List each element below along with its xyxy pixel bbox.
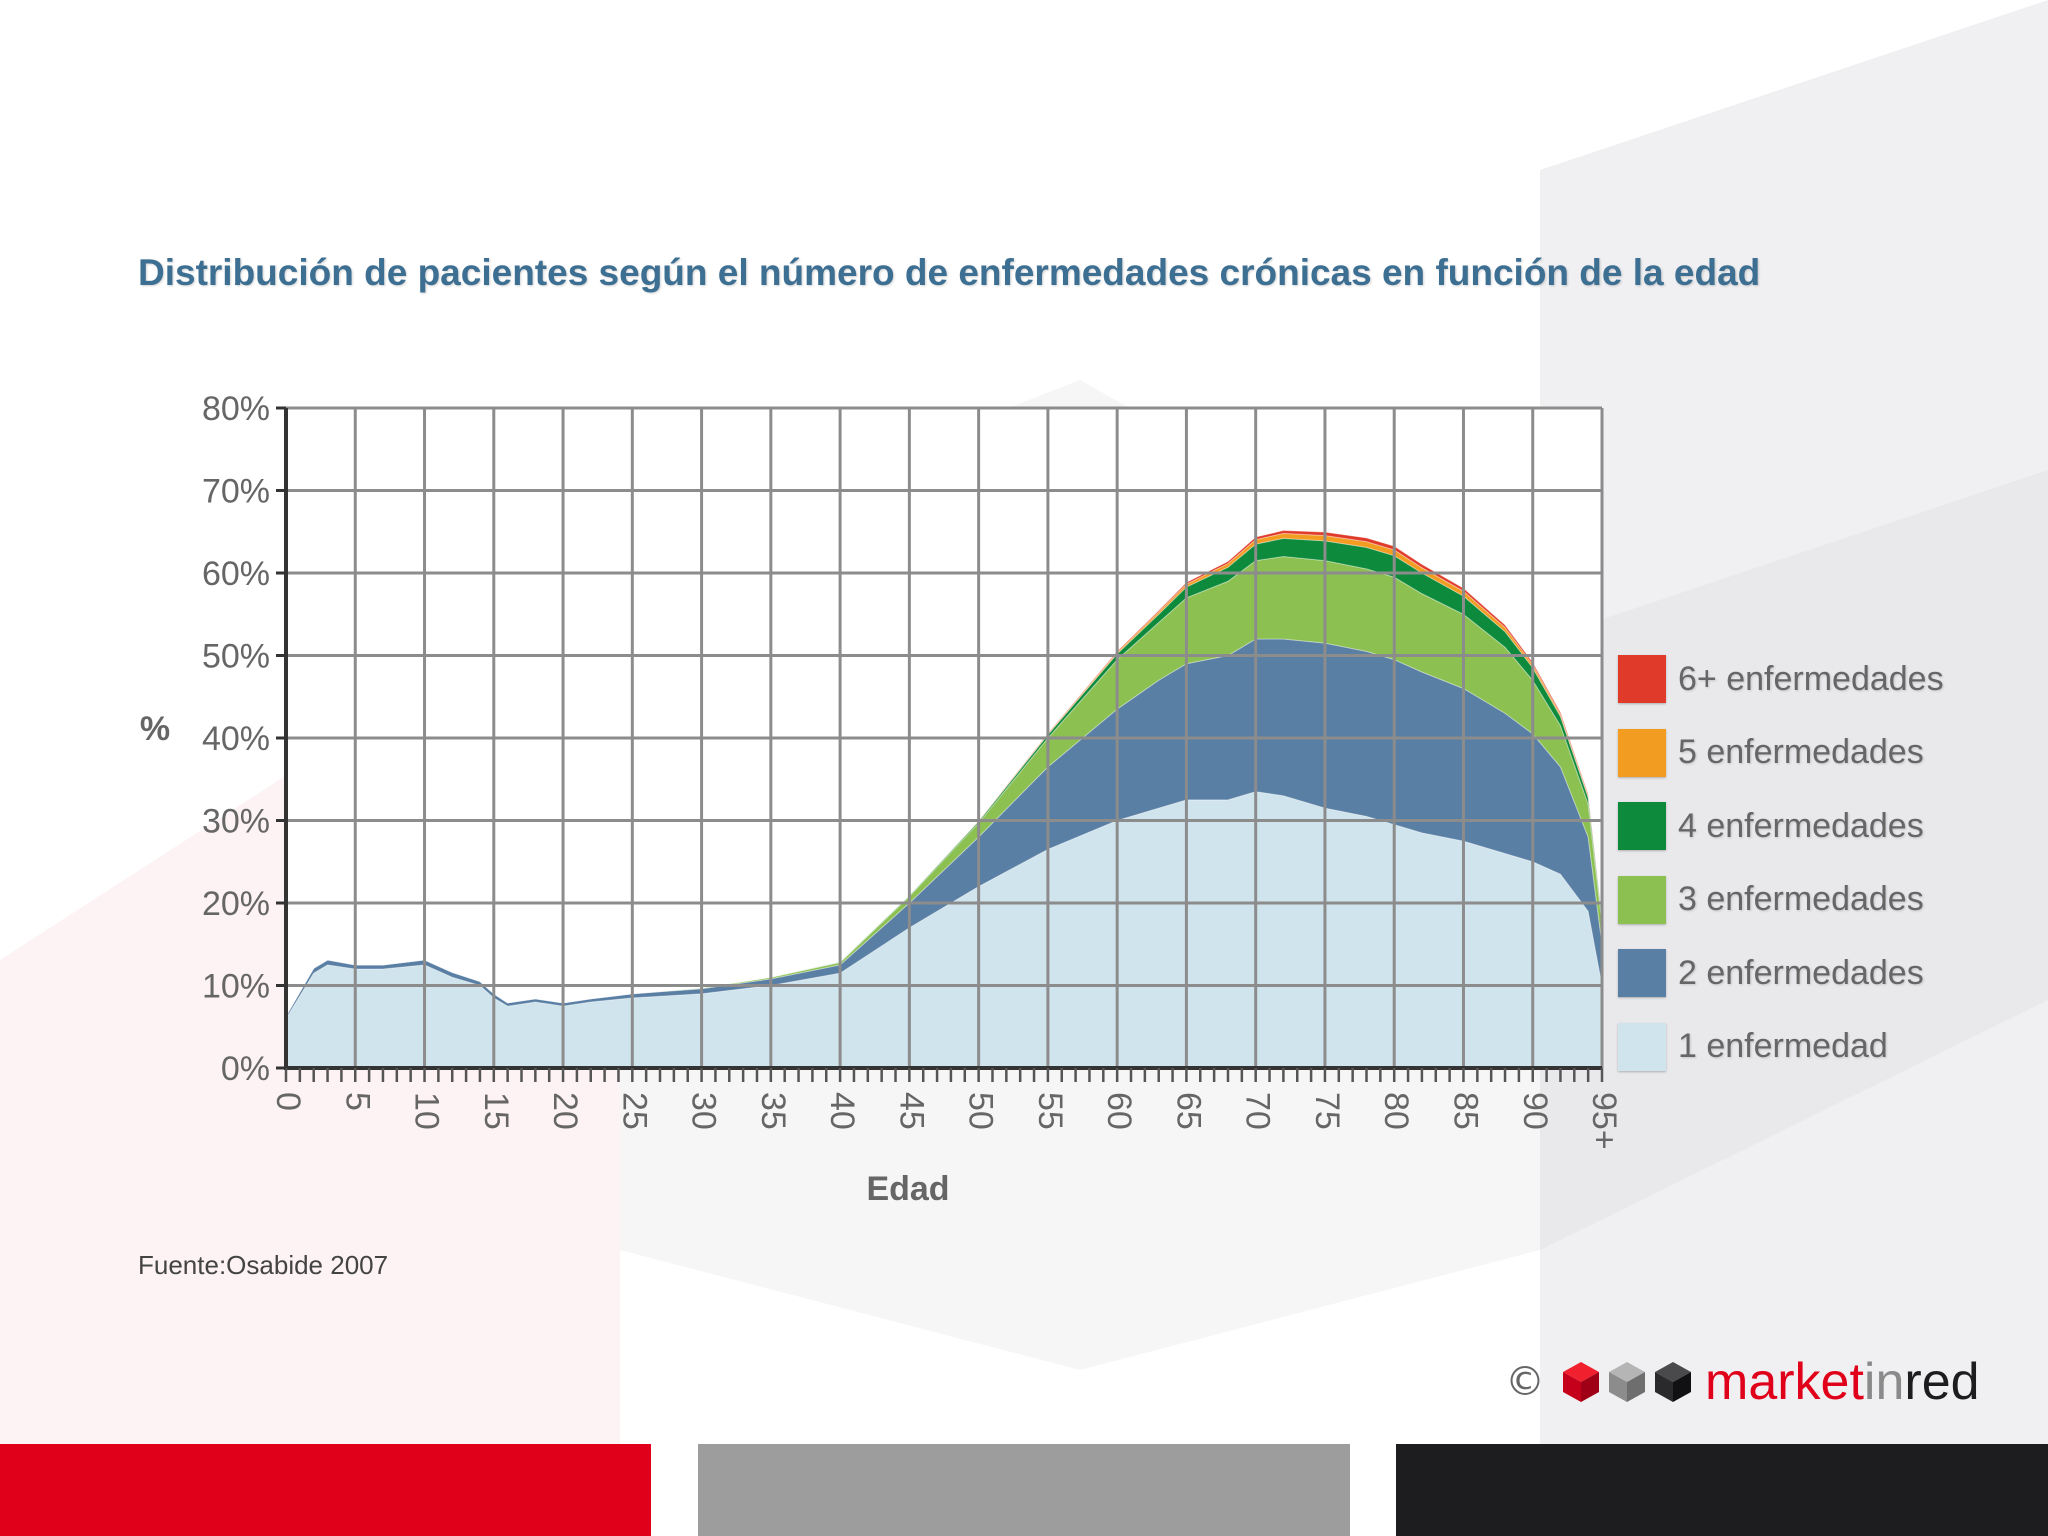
- x-tick-label: 35: [754, 1092, 792, 1130]
- dark-cube-icon: [1655, 1362, 1691, 1402]
- x-tick-label: 70: [1239, 1092, 1277, 1130]
- x-tick-label: 0: [269, 1092, 307, 1111]
- legend-swatch: [1618, 802, 1666, 850]
- x-tick-label: 65: [1169, 1092, 1207, 1130]
- x-tick-label: 90: [1516, 1092, 1554, 1130]
- legend-label: 1 enfermedad: [1678, 1027, 1888, 1065]
- x-tick-label: 40: [823, 1092, 861, 1130]
- y-tick-label: 80%: [202, 390, 270, 428]
- footer-bar-dark: [1396, 1444, 2048, 1536]
- legend-label: 2 enfermedades: [1678, 953, 1924, 992]
- x-tick-label: 75: [1308, 1092, 1346, 1130]
- x-tick-label: 45: [892, 1092, 930, 1130]
- x-tick-label: 60: [1100, 1092, 1138, 1130]
- legend-swatch: [1618, 1022, 1666, 1071]
- x-tick-label: 95+: [1585, 1092, 1623, 1150]
- legend-label: 6+ enfermedades: [1678, 659, 1944, 698]
- x-tick-label: 30: [685, 1092, 723, 1130]
- legend-item: 3 enfermedades: [1618, 875, 1944, 924]
- legend-swatch: [1618, 655, 1666, 703]
- legend-label: 3 enfermedades: [1678, 880, 1924, 918]
- footer-bar-gray: [698, 1444, 1350, 1536]
- x-tick-label: 85: [1446, 1092, 1484, 1130]
- legend-item: 6+ enfermedades: [1618, 655, 1944, 703]
- brand-name: marketinred: [1705, 1352, 1980, 1412]
- legend-swatch: [1618, 949, 1666, 997]
- chart-labels: 0% 10% 20% 30% 40% 50% 60% 70% 80% 0 5 10 15 20 25 30 35…: [140, 390, 1623, 1208]
- x-tick-label: 25: [615, 1092, 653, 1130]
- legend-swatch: [1618, 728, 1666, 777]
- y-tick-label: 50%: [202, 638, 270, 676]
- x-tick-label: 20: [546, 1092, 584, 1130]
- legend-item: 4 enfermedades: [1618, 802, 1944, 850]
- copyright-symbol: ©: [1505, 1359, 1545, 1405]
- legend-item: 5 enfermedades: [1618, 728, 1944, 777]
- source-note: Fuente:Osabide 2007: [138, 1250, 389, 1280]
- brand-name-red: red: [1904, 1353, 1980, 1411]
- x-tick-label: 5: [338, 1092, 376, 1111]
- x-tick-label: 80: [1377, 1092, 1415, 1130]
- legend-item: 1 enfermedad: [1618, 1022, 1944, 1071]
- brand-logo: © marketinred: [1505, 1352, 1980, 1412]
- red-cube-icon: [1563, 1362, 1599, 1402]
- legend-swatch: [1618, 875, 1666, 924]
- y-tick-label: 70%: [202, 473, 270, 511]
- y-tick-label: 20%: [202, 885, 270, 923]
- brand-name-market: market: [1705, 1353, 1864, 1411]
- footer-bar-red: [0, 1444, 651, 1536]
- y-tick-label: 40%: [202, 720, 270, 758]
- chart-axes: [276, 406, 1604, 1082]
- legend-label: 5 enfermedades: [1678, 733, 1924, 771]
- legend-label: 4 enfermedades: [1678, 806, 1924, 845]
- gray-cube-icon: [1609, 1362, 1645, 1402]
- y-tick-label: 0%: [221, 1050, 270, 1088]
- legend-item: 2 enfermedades: [1618, 949, 1944, 997]
- x-tick-label: 55: [1031, 1092, 1069, 1130]
- x-tick-label: 15: [477, 1092, 515, 1130]
- y-axis-label: %: [140, 710, 170, 748]
- page-title: Distribución de pacientes según el númer…: [138, 252, 1761, 293]
- y-tick-label: 10%: [202, 968, 270, 1006]
- chart-legend: 6+ enfermedades 5 enfermedades 4 enfermeda…: [1618, 655, 1944, 1096]
- x-axis-label: Edad: [866, 1170, 949, 1208]
- y-tick-label: 30%: [202, 803, 270, 841]
- x-tick-label: 10: [408, 1092, 446, 1130]
- brand-name-in: in: [1863, 1353, 1905, 1411]
- y-tick-label: 60%: [202, 555, 270, 593]
- x-tick-label: 50: [962, 1092, 1000, 1130]
